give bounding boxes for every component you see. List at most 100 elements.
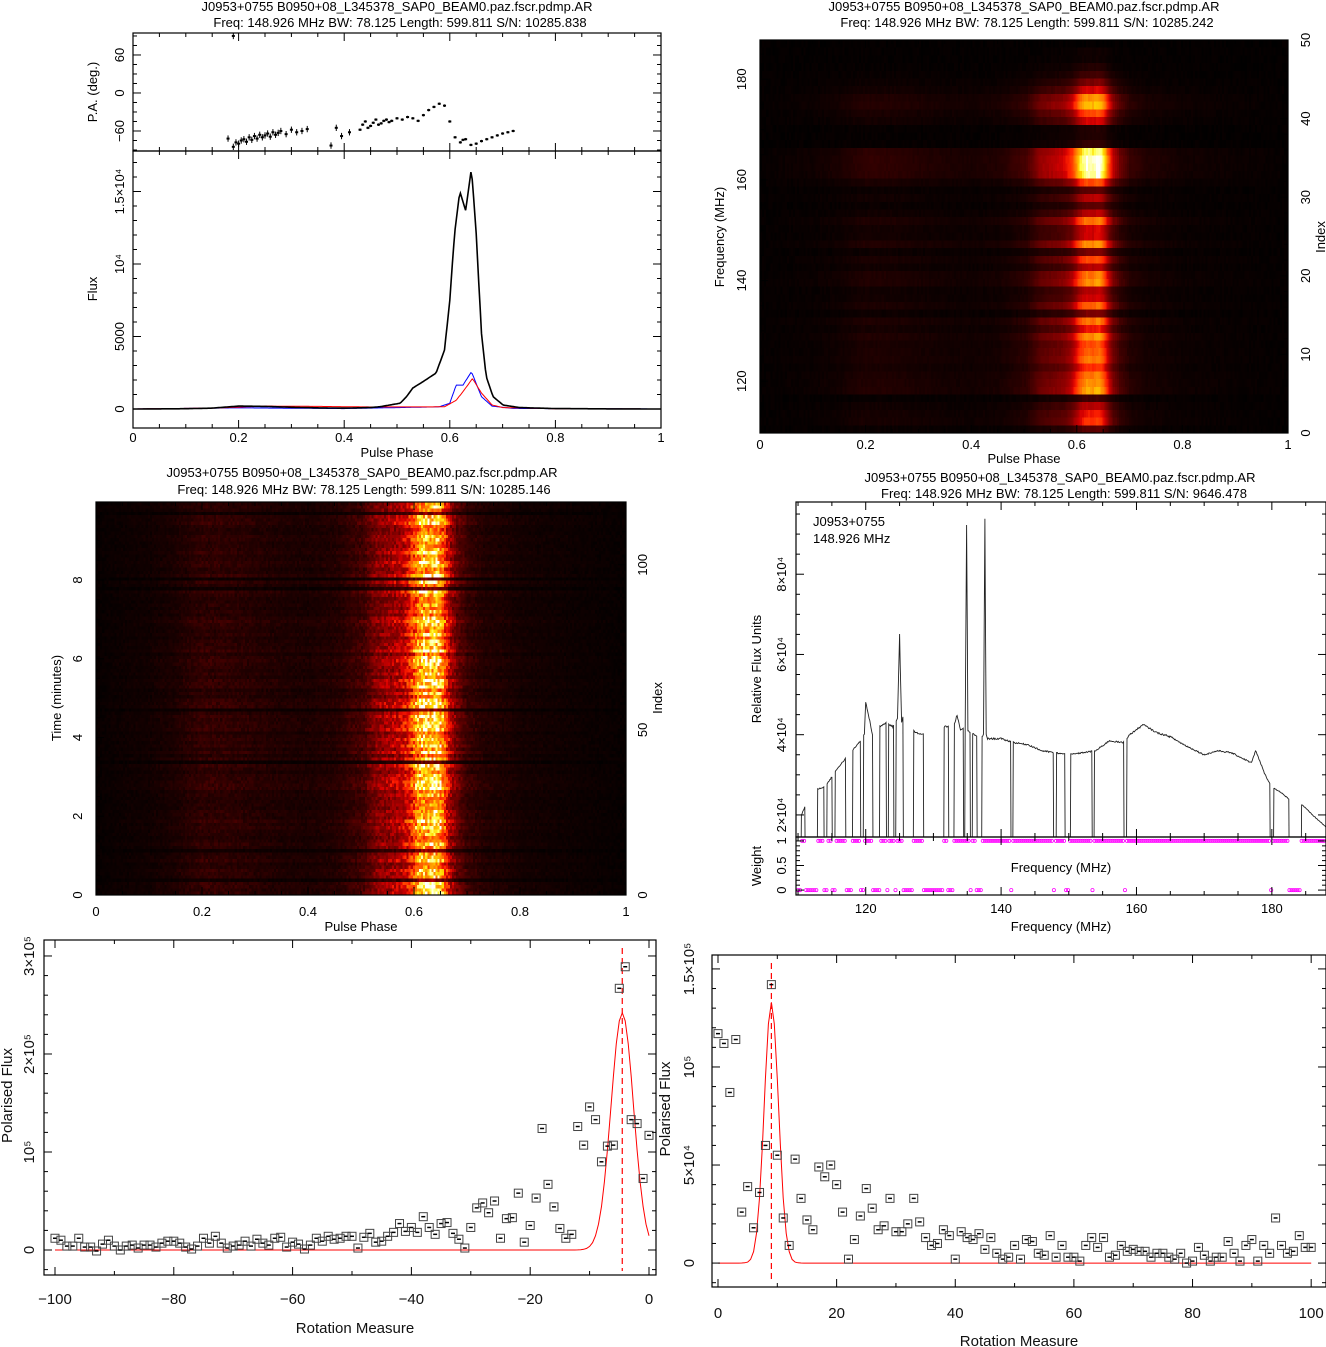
rm-point xyxy=(240,1236,250,1246)
rm-point xyxy=(585,1102,595,1112)
rm-point xyxy=(719,1038,729,1048)
time-phase-title: J0953+0755 B0950+08_L345378_SAP0_BEAM0.p… xyxy=(166,465,557,480)
rm-point xyxy=(713,1029,723,1039)
rm-point xyxy=(778,1213,788,1223)
pa-point xyxy=(245,140,249,143)
weight-marker xyxy=(974,888,979,893)
time-phase-x-axis-label: Pulse Phase xyxy=(325,919,398,934)
rm-point xyxy=(103,1235,113,1245)
weight-marker xyxy=(1185,838,1190,843)
weight-marker xyxy=(891,838,896,843)
rm-point xyxy=(1087,1233,1097,1243)
weight-marker xyxy=(1149,838,1154,843)
pa-point xyxy=(479,140,483,143)
pa-point xyxy=(448,120,452,123)
pa-point xyxy=(443,104,447,107)
rm-point xyxy=(743,1182,753,1192)
time-phase-heatmap xyxy=(96,502,626,895)
profile-subtitle: Freq: 148.926 MHz BW: 78.125 Length: 599… xyxy=(213,15,586,30)
subint-index-ytick-label: 0 xyxy=(635,891,650,898)
pa-point xyxy=(371,121,375,124)
rm-positive-xtick-label: 100 xyxy=(1299,1305,1324,1322)
rm-positive-xtick-label: 0 xyxy=(714,1305,722,1322)
rm-point xyxy=(395,1219,405,1229)
rm-point xyxy=(513,1188,523,1198)
weight-marker xyxy=(806,888,811,893)
rm-point xyxy=(1093,1242,1103,1252)
time-phase-xtick-label: 0 xyxy=(92,904,99,919)
rm-point xyxy=(531,1193,541,1203)
rm-point xyxy=(608,1140,618,1150)
weight-marker xyxy=(1295,888,1300,893)
pa-point xyxy=(384,118,388,121)
rm-positive-frame xyxy=(711,954,1326,1288)
pa-point xyxy=(340,135,344,138)
weight-marker xyxy=(1080,838,1085,843)
weight-marker xyxy=(1047,838,1052,843)
rm-point xyxy=(772,1150,782,1160)
weight-marker xyxy=(842,838,847,843)
weight-marker xyxy=(995,838,1000,843)
rm-negative-x-axis-label: Rotation Measure xyxy=(296,1320,414,1337)
x-axis-ticks xyxy=(132,33,662,151)
weight-marker xyxy=(1096,838,1101,843)
weight-marker xyxy=(883,838,888,843)
weight-marker xyxy=(954,838,959,843)
weight-ytick-label: 0.5 xyxy=(774,856,789,874)
rm-point xyxy=(579,1140,589,1150)
rm-point xyxy=(602,1141,612,1151)
rm-point xyxy=(1081,1240,1091,1250)
rm-point xyxy=(867,1203,877,1213)
weight-marker xyxy=(840,838,845,843)
weight-marker xyxy=(1017,838,1022,843)
weight-marker xyxy=(1283,838,1288,843)
rm-point xyxy=(596,1157,606,1167)
weight-marker xyxy=(1005,838,1010,843)
rm-point xyxy=(501,1214,511,1224)
rm-point xyxy=(365,1228,375,1238)
pa-point xyxy=(377,123,381,126)
rm-point xyxy=(1193,1242,1203,1252)
weight-marker xyxy=(1015,838,1020,843)
rm-point xyxy=(1265,1248,1275,1258)
rm-point xyxy=(915,1217,925,1227)
rm-point xyxy=(760,1140,770,1150)
frequency-ytick-label: 140 xyxy=(734,270,749,292)
pa-point xyxy=(274,133,278,136)
weight-marker xyxy=(1252,838,1257,843)
weight-marker xyxy=(830,888,835,893)
weight-marker xyxy=(1116,838,1121,843)
weight-marker xyxy=(1226,838,1231,843)
weight-marker xyxy=(824,888,829,893)
rm-positive-fit-curve xyxy=(718,1002,1312,1264)
weight-marker xyxy=(1153,838,1158,843)
channel-weight-markers xyxy=(796,838,1326,893)
weight-marker xyxy=(810,888,815,893)
rm-point xyxy=(145,1240,155,1250)
weight-marker xyxy=(988,838,993,843)
frequency-phase-xtick-label: 0.2 xyxy=(857,437,875,452)
rm-point xyxy=(950,1254,960,1264)
weight-panel-frequency-label: Frequency (MHz) xyxy=(1011,860,1111,875)
weight-marker xyxy=(1045,838,1050,843)
weight-marker xyxy=(1035,838,1040,843)
weight-marker xyxy=(1287,888,1292,893)
weight-marker xyxy=(1049,838,1054,843)
pa-point xyxy=(464,138,468,141)
weight-marker xyxy=(1127,838,1132,843)
rm-point xyxy=(921,1233,931,1243)
rm-point xyxy=(1164,1252,1174,1262)
rm-point xyxy=(1033,1248,1043,1258)
frequency-phase-xtick-label: 0 xyxy=(756,437,763,452)
rm-point xyxy=(832,1180,842,1190)
rm-point xyxy=(956,1227,966,1237)
weight-marker xyxy=(873,888,878,893)
weight-marker xyxy=(1275,838,1280,843)
pa-point xyxy=(295,131,299,134)
rm-point xyxy=(210,1231,220,1241)
rm-point xyxy=(614,983,624,993)
rm-point xyxy=(311,1233,321,1243)
rm-point xyxy=(454,1234,464,1244)
rm-point xyxy=(790,1154,800,1164)
rm-point xyxy=(903,1219,913,1229)
